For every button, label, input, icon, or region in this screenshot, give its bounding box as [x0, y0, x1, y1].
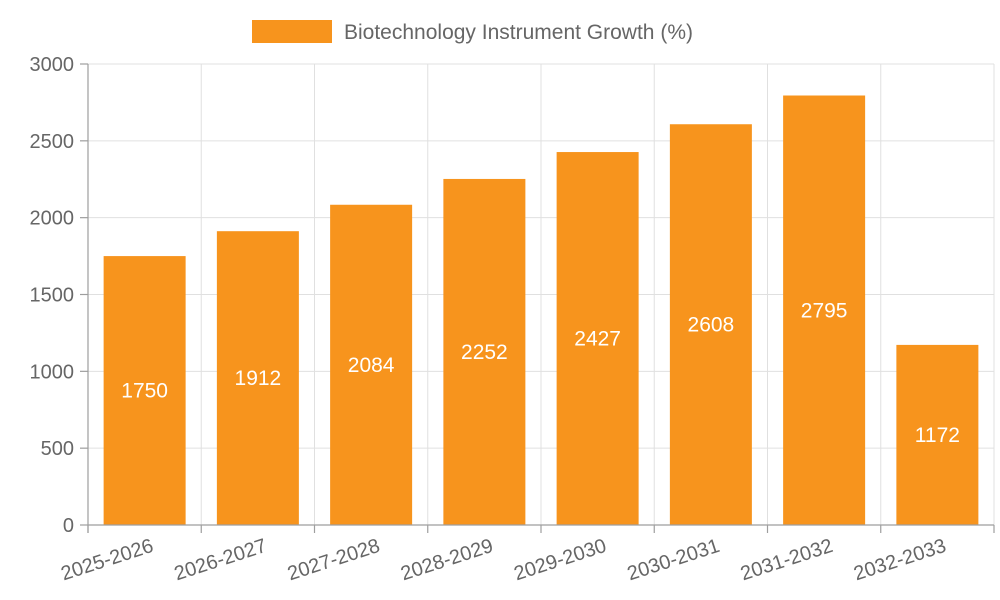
bar[interactable] — [103, 256, 186, 525]
bar[interactable] — [330, 204, 413, 525]
y-tick-label: 2500 — [30, 131, 75, 153]
y-tick-label: 1000 — [30, 361, 75, 383]
bar-value-label: 1172 — [915, 424, 960, 447]
bars: 1750 1912 2084 2252 2427 2608 2795 1172 — [103, 95, 979, 526]
y-tick-label: 3000 — [30, 54, 75, 76]
bar-value-label: 2084 — [348, 354, 395, 377]
bar-value-label: 2427 — [574, 328, 621, 351]
bar-value-label: 2795 — [801, 299, 848, 322]
bar[interactable] — [216, 231, 299, 525]
bar[interactable] — [669, 124, 752, 525]
x-tick-label: 2026-2027 — [172, 535, 270, 585]
bar-value-label: 1750 — [121, 380, 168, 403]
x-tick-label: 2027-2028 — [285, 535, 383, 585]
x-tick-label: 2030-2031 — [625, 535, 723, 585]
bar[interactable] — [783, 95, 866, 526]
x-tick-label: 2029-2030 — [511, 535, 609, 585]
y-tick-label: 0 — [63, 515, 74, 537]
bar[interactable] — [443, 178, 526, 525]
bar-value-label: 2252 — [461, 341, 508, 364]
legend-label[interactable]: Biotechnology Instrument Growth (%) — [344, 21, 693, 44]
x-tick-label: 2028-2029 — [398, 535, 496, 585]
x-tick-label: 2032-2033 — [851, 535, 949, 585]
bar-value-label: 2608 — [688, 314, 735, 337]
bar[interactable] — [556, 152, 639, 525]
y-tick-label: 2000 — [30, 208, 75, 230]
bar[interactable] — [896, 344, 979, 525]
x-tick-label: 2031-2032 — [738, 535, 836, 585]
legend[interactable]: Biotechnology Instrument Growth (%) — [252, 20, 693, 44]
x-tick-label: 2025-2026 — [58, 535, 156, 585]
bar-value-label: 1912 — [235, 367, 282, 390]
legend-swatch[interactable] — [252, 20, 332, 43]
y-tick-label: 500 — [41, 438, 74, 460]
y-tick-label: 1500 — [30, 285, 75, 307]
